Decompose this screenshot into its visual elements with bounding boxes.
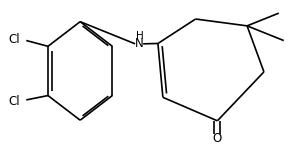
Text: O: O: [213, 132, 222, 145]
Text: N: N: [135, 37, 144, 50]
Text: Cl: Cl: [8, 33, 20, 46]
Text: H: H: [136, 31, 143, 41]
Text: Cl: Cl: [8, 95, 20, 108]
